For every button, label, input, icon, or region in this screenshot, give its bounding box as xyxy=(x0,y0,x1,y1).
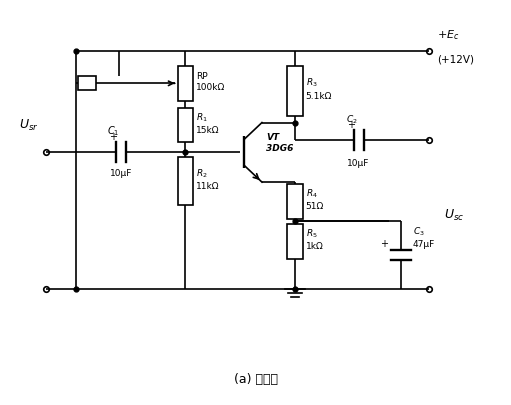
Text: $R_1$
15kΩ: $R_1$ 15kΩ xyxy=(196,111,220,134)
Text: +: + xyxy=(380,239,388,249)
Bar xyxy=(177,109,194,143)
Bar xyxy=(177,67,194,101)
Text: +: + xyxy=(347,120,355,130)
Text: $R_4$
51Ω: $R_4$ 51Ω xyxy=(306,187,324,211)
Text: VT
3DG6: VT 3DG6 xyxy=(266,133,293,153)
Bar xyxy=(78,77,96,91)
Bar xyxy=(287,224,303,259)
Text: RP
100kΩ: RP 100kΩ xyxy=(196,72,226,92)
Text: $C_1$: $C_1$ xyxy=(107,124,119,138)
Text: 10μF: 10μF xyxy=(110,169,132,178)
Bar xyxy=(287,185,303,220)
Text: (a) 电路一: (a) 电路一 xyxy=(234,372,278,385)
Text: $C_2$: $C_2$ xyxy=(346,113,358,125)
Text: 10μF: 10μF xyxy=(347,159,369,168)
Bar xyxy=(177,158,194,205)
Text: $C_3$
47μF: $C_3$ 47μF xyxy=(413,225,435,249)
Bar xyxy=(287,67,303,116)
Text: (+12V): (+12V) xyxy=(437,54,474,64)
Text: $R_3$
5.1kΩ: $R_3$ 5.1kΩ xyxy=(306,77,332,100)
Text: $U_{sc}$: $U_{sc}$ xyxy=(444,208,464,223)
Text: $R_2$
11kΩ: $R_2$ 11kΩ xyxy=(196,167,220,190)
Text: +: + xyxy=(109,132,117,142)
Text: $U_{sr}$: $U_{sr}$ xyxy=(19,118,38,133)
Text: $R_5$
1kΩ: $R_5$ 1kΩ xyxy=(306,227,323,250)
Text: $+E_c$: $+E_c$ xyxy=(437,28,459,42)
